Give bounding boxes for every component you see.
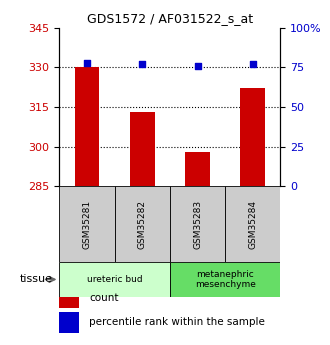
Point	[84, 60, 90, 65]
Text: metanephric
mesenchyme: metanephric mesenchyme	[195, 270, 256, 289]
Bar	[130, 112, 155, 186]
Title: GDS1572 / AF031522_s_at: GDS1572 / AF031522_s_at	[87, 12, 253, 25]
Point	[140, 61, 145, 67]
Text: ureteric bud: ureteric bud	[87, 275, 143, 284]
Point	[250, 61, 255, 67]
Bar	[170, 186, 225, 262]
Bar	[75, 67, 99, 186]
Bar	[185, 152, 210, 186]
Text: GSM35281: GSM35281	[82, 200, 91, 249]
Text: percentile rank within the sample: percentile rank within the sample	[89, 317, 265, 327]
Text: tissue: tissue	[20, 275, 53, 284]
Bar	[59, 313, 79, 333]
Bar	[115, 186, 170, 262]
Bar	[241, 88, 265, 186]
Text: count: count	[89, 293, 118, 303]
Bar	[59, 288, 79, 308]
Text: GSM35283: GSM35283	[193, 200, 202, 249]
Text: GSM35282: GSM35282	[138, 200, 147, 249]
Bar	[59, 186, 115, 262]
Point	[195, 63, 200, 68]
Bar	[59, 262, 170, 297]
Bar	[225, 186, 280, 262]
Bar	[170, 262, 280, 297]
Text: GSM35284: GSM35284	[248, 200, 257, 249]
